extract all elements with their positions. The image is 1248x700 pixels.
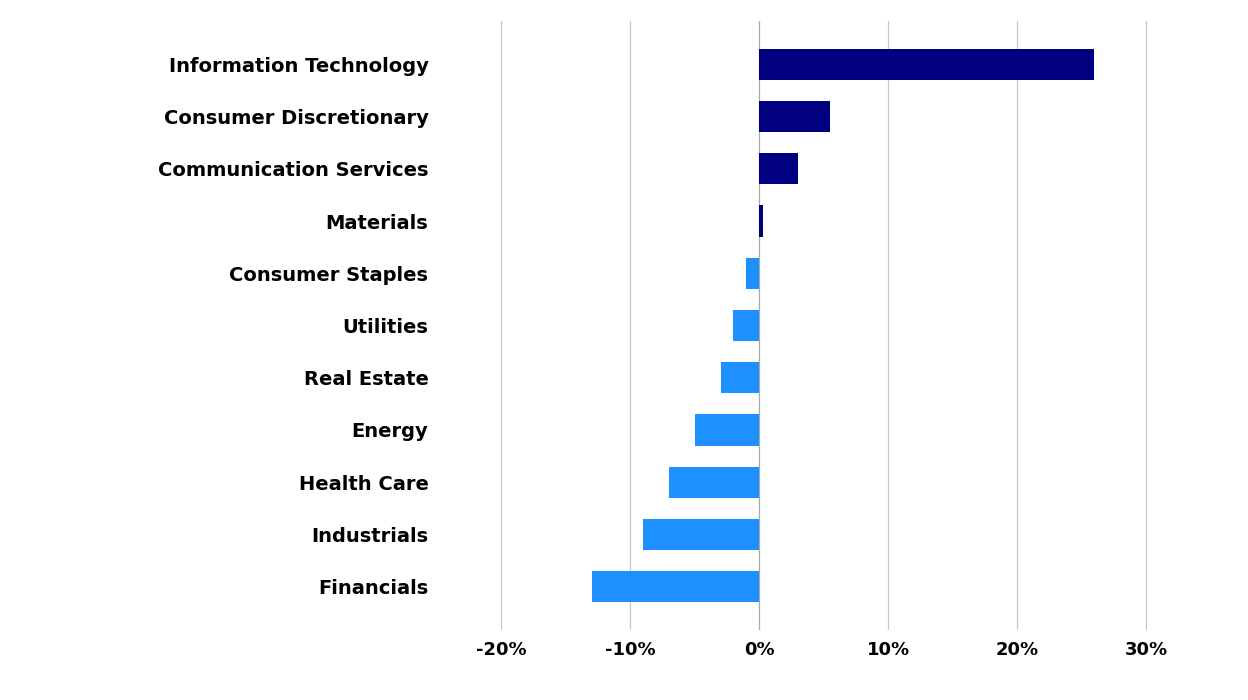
Bar: [669, 466, 759, 498]
Bar: [720, 362, 759, 393]
Bar: [759, 49, 1094, 80]
Bar: [746, 258, 759, 289]
Bar: [759, 153, 797, 185]
Bar: [643, 519, 759, 550]
Bar: [695, 414, 759, 446]
Bar: [734, 310, 759, 341]
Bar: [759, 101, 830, 132]
Bar: [759, 205, 763, 237]
Bar: [592, 571, 759, 602]
